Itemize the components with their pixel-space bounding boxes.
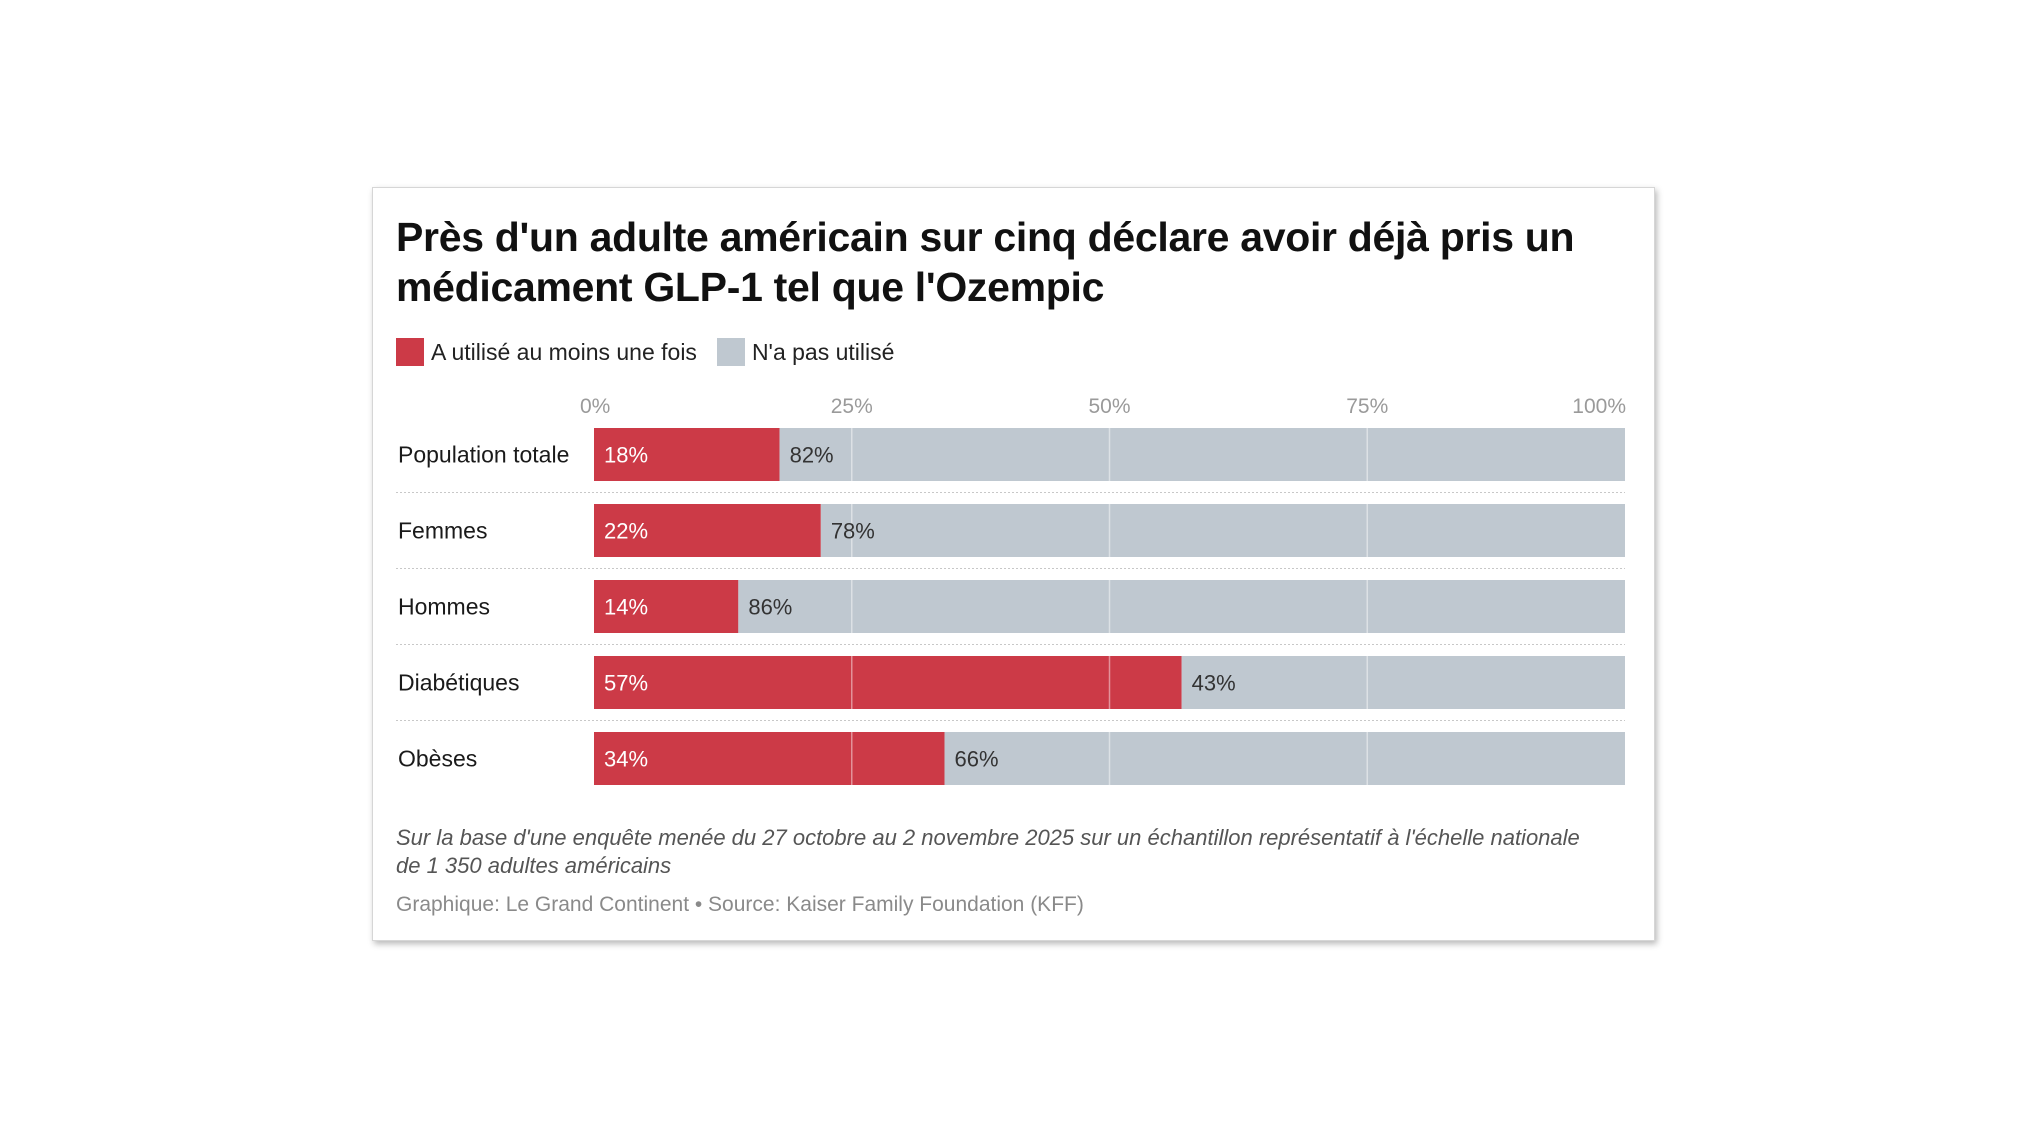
- data-label-not-used: 86%: [748, 595, 792, 620]
- chart-source: Graphique: Le Grand Continent • Source: …: [396, 893, 1084, 916]
- bar-not-used: [820, 504, 1625, 557]
- bar-not-used: [1181, 656, 1625, 709]
- data-label-not-used: 43%: [1192, 671, 1236, 696]
- bar-used: [594, 428, 780, 481]
- x-tick-label: 0%: [580, 395, 610, 418]
- data-label-used: 57%: [604, 671, 648, 696]
- data-label-used: 14%: [604, 595, 648, 620]
- bar-used: [594, 504, 821, 557]
- x-tick-label: 100%: [1572, 395, 1626, 418]
- chart-title: Près d'un adulte américain sur cinq décl…: [396, 214, 1575, 310]
- chart-note: Sur la base d'une enquête menée du 27 oc…: [396, 825, 1580, 878]
- data-label-not-used: 66%: [955, 747, 999, 772]
- category-label: Diabétiques: [398, 670, 519, 696]
- x-tick-label: 25%: [831, 395, 873, 418]
- legend-label-not-used: N'a pas utilisé: [751, 338, 895, 365]
- category-label: Obèses: [398, 746, 477, 772]
- category-label: Population totale: [398, 442, 569, 468]
- category-label: Femmes: [398, 518, 487, 544]
- data-label-not-used: 82%: [790, 443, 834, 468]
- stacked-bar-chart: 0% 25% 50% 75% 100% Population totale 18% 82% Fe…: [396, 395, 1626, 785]
- legend-swatch-used: [396, 338, 424, 366]
- bar-not-used: [944, 732, 1625, 785]
- bar-used: [594, 580, 739, 633]
- category-label: Hommes: [398, 594, 490, 620]
- data-label-used: 18%: [604, 443, 648, 468]
- bar-used: [594, 732, 945, 785]
- bar-not-used: [738, 580, 1625, 633]
- legend-item-not-used: N'a pas utilisé: [716, 338, 895, 366]
- x-tick-label: 75%: [1346, 395, 1388, 418]
- chart-card: Près d'un adulte américain sur cinq décl…: [372, 187, 1655, 941]
- data-label-used: 34%: [604, 747, 648, 772]
- bar-not-used: [779, 428, 1625, 481]
- x-tick-label: 50%: [1088, 395, 1130, 418]
- legend-swatch-not-used: [716, 338, 745, 366]
- legend-label-used: A utilisé au moins une fois: [431, 338, 697, 365]
- legend-item-used: A utilisé au moins une fois: [396, 338, 697, 366]
- data-label-not-used: 78%: [831, 519, 875, 544]
- legend: A utilisé au moins une fois N'a pas util…: [396, 336, 914, 368]
- bar-used: [594, 656, 1182, 709]
- data-label-used: 22%: [604, 519, 648, 544]
